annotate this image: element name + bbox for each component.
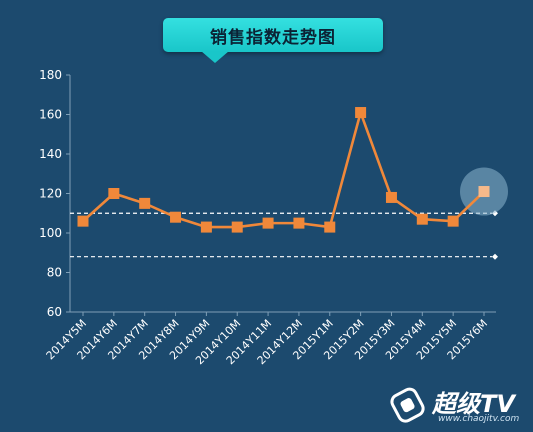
series-line <box>82 111 485 229</box>
reference-line-end-marker <box>492 253 498 260</box>
data-point <box>355 107 367 119</box>
chart-title: 销售指数走势图 <box>210 27 336 48</box>
data-point <box>77 215 89 227</box>
data-point <box>262 217 274 229</box>
series-group <box>77 107 508 233</box>
data-point <box>478 186 490 198</box>
data-point <box>416 213 428 225</box>
data-point <box>200 221 212 233</box>
data-point <box>139 197 151 209</box>
data-point <box>108 188 120 199</box>
title-banner-pointer <box>201 51 229 63</box>
title-banner-shape <box>163 18 383 52</box>
data-point <box>385 191 397 203</box>
watermark: 超级TV www.chaojitv.com <box>382 382 532 430</box>
chart-title-banner: 销售指数走势图 <box>163 18 383 63</box>
data-point <box>231 221 243 233</box>
y-tick-label: 160 <box>39 108 62 122</box>
y-tick-label: 80 <box>47 266 62 280</box>
y-axis: 60 80 100 120 140 160 180 <box>39 68 71 319</box>
data-point <box>447 215 459 227</box>
y-tick-label: 140 <box>39 147 62 161</box>
data-point <box>324 221 336 233</box>
watermark-brand: 超级TV <box>432 390 515 418</box>
x-axis: 2014Y5M2014Y6M2014Y7M2014Y8M2014Y9M2014Y… <box>44 311 496 367</box>
reference-lines <box>70 210 498 260</box>
y-tick-label: 180 <box>39 68 62 82</box>
y-tick-label: 100 <box>39 226 62 240</box>
y-tick-label: 60 <box>47 305 62 319</box>
data-point <box>293 217 305 229</box>
y-tick-label: 120 <box>39 187 62 201</box>
data-point <box>170 211 182 223</box>
watermark-url: www.chaojitv.com <box>438 414 520 424</box>
chaojitv-logo-icon <box>390 387 425 423</box>
